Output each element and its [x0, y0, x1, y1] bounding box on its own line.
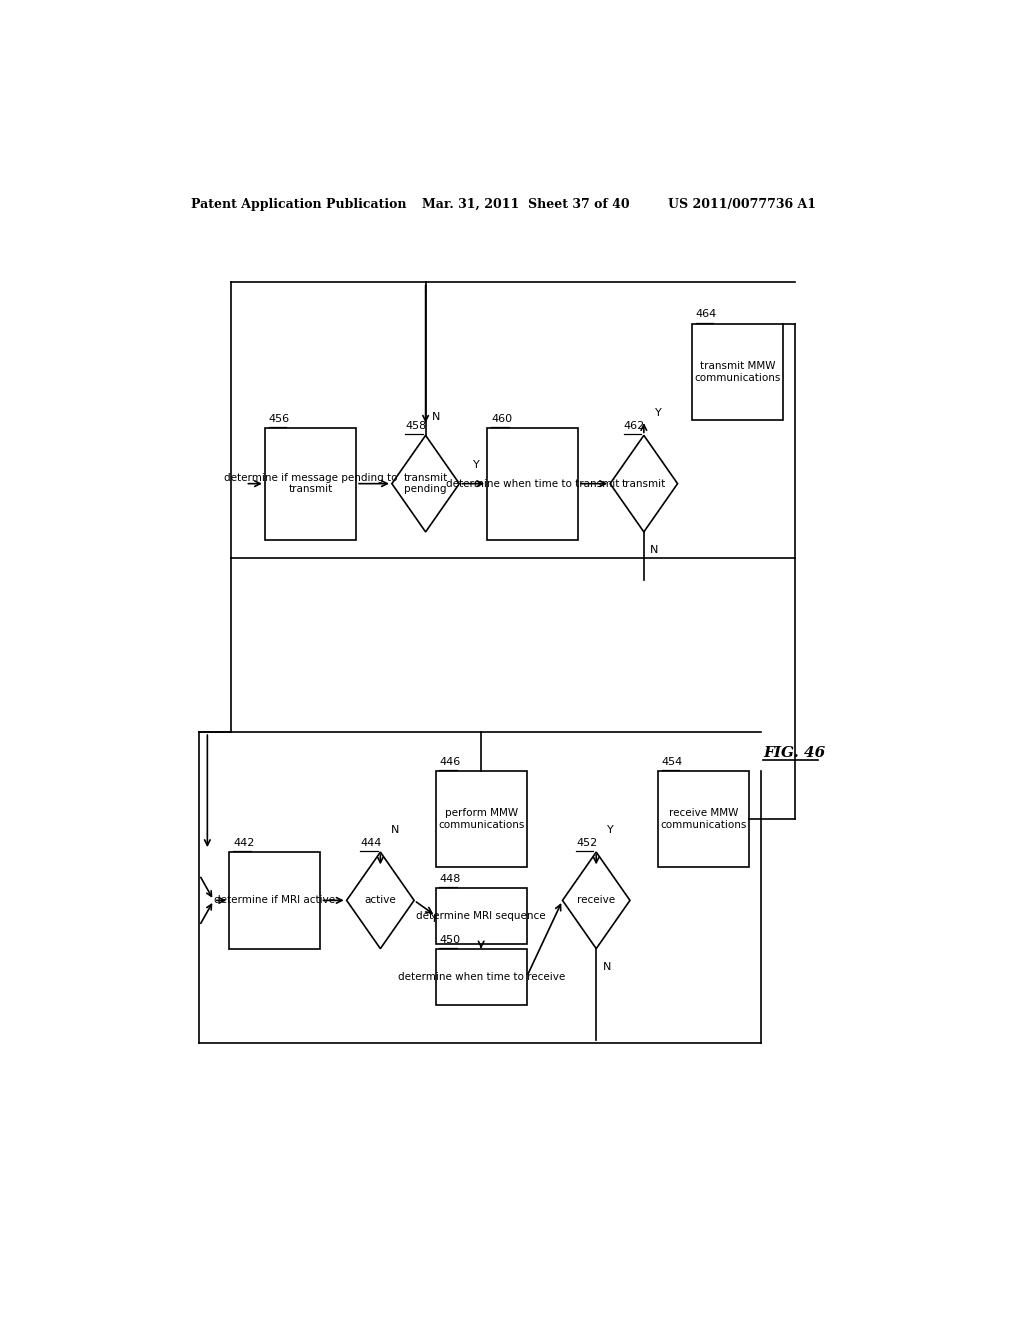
- Text: transmit
pending: transmit pending: [403, 473, 447, 495]
- Text: determine when time to receive: determine when time to receive: [397, 972, 565, 982]
- Bar: [435, 949, 526, 1005]
- Text: determine when time to transmit: determine when time to transmit: [446, 479, 620, 488]
- Text: 458: 458: [406, 421, 427, 432]
- Text: N: N: [390, 825, 398, 834]
- Bar: [229, 853, 321, 949]
- Text: 442: 442: [233, 838, 255, 847]
- Bar: [657, 771, 749, 867]
- Bar: [435, 771, 526, 867]
- Text: Y: Y: [431, 913, 438, 924]
- Text: Patent Application Publication: Patent Application Publication: [191, 198, 407, 211]
- Text: determine if message pending to
transmit: determine if message pending to transmit: [224, 473, 397, 495]
- Text: N: N: [602, 962, 611, 972]
- Bar: [487, 428, 579, 540]
- Text: 448: 448: [439, 874, 461, 883]
- Text: determine MRI sequence: determine MRI sequence: [417, 911, 546, 920]
- Text: transmit: transmit: [622, 479, 666, 488]
- Text: perform MMW
communications: perform MMW communications: [438, 808, 524, 830]
- Text: 444: 444: [360, 838, 382, 847]
- Text: FIG. 46: FIG. 46: [763, 746, 825, 760]
- Text: Y: Y: [654, 408, 662, 418]
- Text: US 2011/0077736 A1: US 2011/0077736 A1: [668, 198, 816, 211]
- Bar: [265, 428, 356, 540]
- Text: 452: 452: [575, 838, 597, 847]
- Text: 460: 460: [492, 413, 512, 424]
- Bar: [435, 887, 526, 944]
- Text: transmit MMW
communications: transmit MMW communications: [694, 362, 780, 383]
- Text: receive MMW
communications: receive MMW communications: [660, 808, 746, 830]
- Text: receive: receive: [578, 895, 615, 906]
- Text: Mar. 31, 2011  Sheet 37 of 40: Mar. 31, 2011 Sheet 37 of 40: [422, 198, 630, 211]
- Text: 446: 446: [439, 756, 461, 767]
- Bar: [692, 323, 783, 420]
- Text: 464: 464: [696, 309, 717, 319]
- Text: 450: 450: [439, 935, 461, 945]
- Text: Y: Y: [607, 825, 613, 834]
- Text: 456: 456: [269, 413, 290, 424]
- Text: active: active: [365, 895, 396, 906]
- Text: N: N: [432, 412, 440, 422]
- Text: N: N: [650, 545, 658, 556]
- Text: 462: 462: [624, 421, 645, 432]
- Text: 454: 454: [662, 756, 683, 767]
- Text: Y: Y: [473, 461, 480, 470]
- Text: determine if MRI active: determine if MRI active: [214, 895, 336, 906]
